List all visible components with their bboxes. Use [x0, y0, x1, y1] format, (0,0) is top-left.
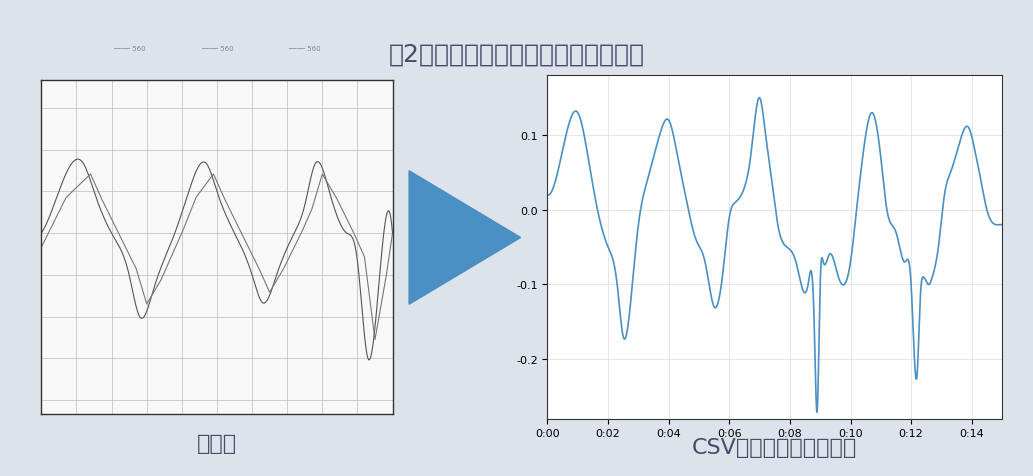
Polygon shape: [409, 171, 521, 305]
Text: ──── 560: ──── 560: [200, 46, 233, 52]
Text: CSVから再構成した画像: CSVから再構成した画像: [692, 437, 857, 457]
Text: 図2　三角波のような形状の零相電流: 図2 三角波のような形状の零相電流: [388, 43, 645, 67]
Text: ──── 560: ──── 560: [113, 46, 146, 52]
Text: ──── 560: ──── 560: [288, 46, 321, 52]
Text: 元画像: 元画像: [197, 433, 237, 453]
